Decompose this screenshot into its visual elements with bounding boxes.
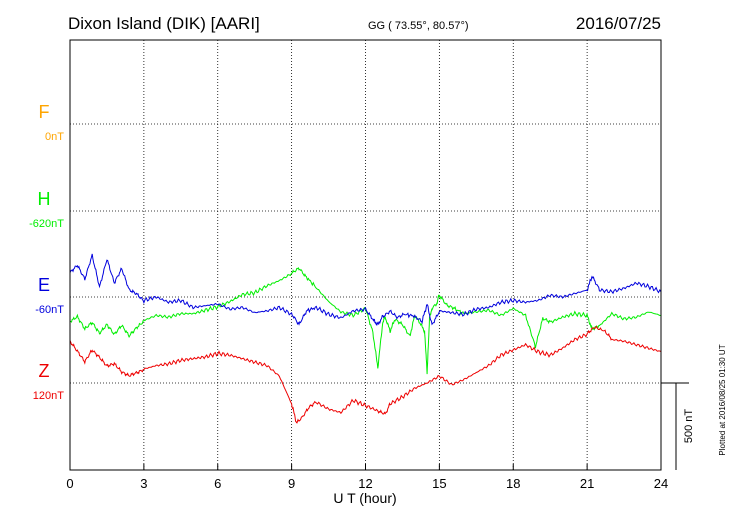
x-axis: 0 3 6 9 12 15 18 21 24 <box>66 464 668 491</box>
date-label: 2016/07/25 <box>576 14 661 33</box>
x-tick-label: 15 <box>432 476 446 491</box>
trace-H <box>69 266 662 375</box>
x-tick-label: 12 <box>358 476 372 491</box>
x-tick-label: 18 <box>506 476 520 491</box>
trace-Z <box>69 325 662 424</box>
series-name-F: F <box>39 102 50 122</box>
series-offset-F: 0nT <box>45 131 64 143</box>
series-name-E: E <box>38 275 50 295</box>
x-tick-label: 6 <box>214 476 221 491</box>
x-tick-label: 9 <box>288 476 295 491</box>
x-tick-label: 0 <box>66 476 73 491</box>
trace-E <box>69 253 662 326</box>
series-name-H: H <box>38 189 51 209</box>
x-axis-label: U T (hour) <box>333 490 396 506</box>
series-labels: F 0nT H -620nT E -60nT Z 120nT <box>29 102 64 402</box>
series-offset-E: -60nT <box>35 304 64 316</box>
x-tick-label: 21 <box>580 476 594 491</box>
coordinates-label: GG ( 73.55°, 80.57°) <box>368 20 469 32</box>
traces <box>69 253 662 424</box>
series-offset-Z: 120nT <box>33 390 64 402</box>
grid-lines <box>70 40 661 470</box>
x-tick-label: 3 <box>140 476 147 491</box>
station-title: Dixon Island (DIK) [AARI] <box>68 14 260 33</box>
series-offset-H: -620nT <box>29 218 64 230</box>
plotted-at-note: Plotted at 2016/08/25 01:30 UT <box>718 344 727 455</box>
scale-bar-label: 500 nT <box>683 409 695 444</box>
series-name-Z: Z <box>39 361 50 381</box>
x-tick-label: 24 <box>654 476 668 491</box>
